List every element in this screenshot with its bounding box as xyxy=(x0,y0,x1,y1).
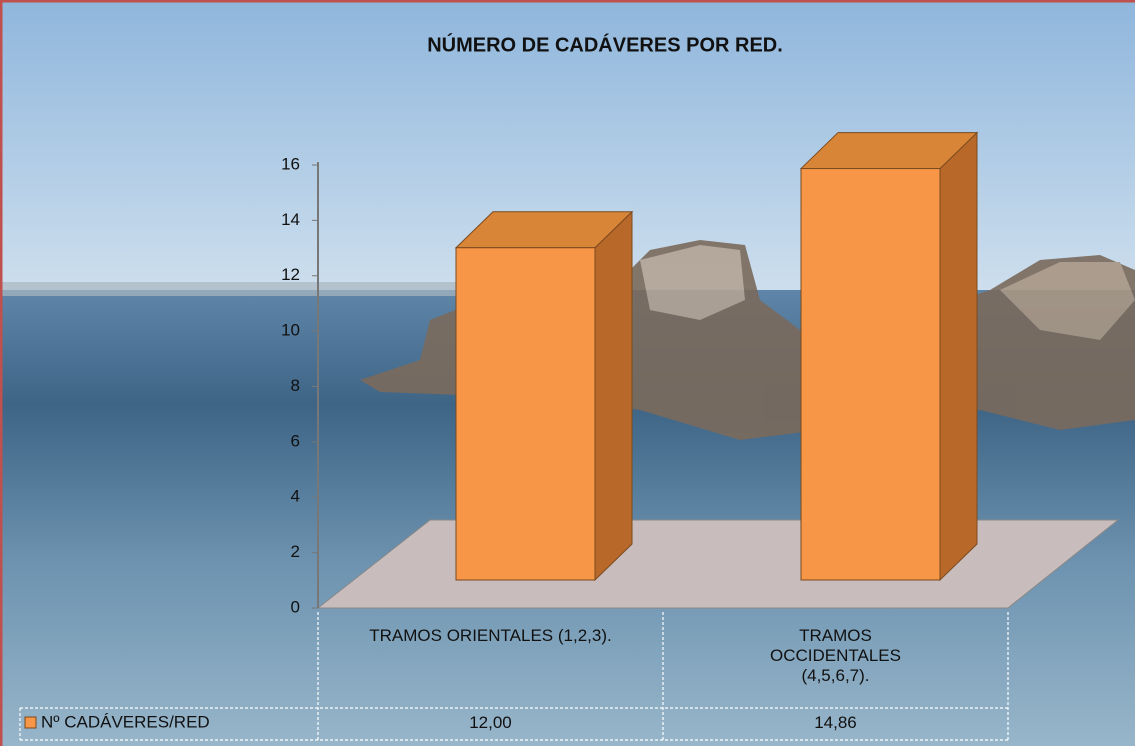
y-tick-label: 10 xyxy=(281,321,300,340)
chart-title: NÚMERO DE CADÁVERES POR RED. xyxy=(427,32,783,56)
bar-side xyxy=(594,210,633,582)
y-tick-label: 8 xyxy=(291,376,300,395)
rock-highlight xyxy=(640,245,745,320)
y-tick-label: 2 xyxy=(291,542,300,561)
y-tick-label: 6 xyxy=(291,431,300,450)
bar xyxy=(455,247,596,581)
bar-side xyxy=(939,131,978,582)
y-tick-label: 14 xyxy=(281,210,300,229)
floor xyxy=(316,519,1120,609)
x-tick-label: TRAMOS ORIENTALES (1,2,3). xyxy=(369,626,612,645)
x-tick-label: TRAMOS OCCIDENTALES (4,5,6,7). xyxy=(770,626,901,685)
legend-key xyxy=(24,716,37,729)
y-tick-label: 16 xyxy=(281,154,300,173)
y-tick-label: 0 xyxy=(291,597,300,616)
y-tick-label: 4 xyxy=(291,487,300,506)
data-table-value: 14,86 xyxy=(814,713,857,732)
data-table-value: 12,00 xyxy=(469,713,512,732)
rock-highlight xyxy=(1000,262,1135,340)
y-tick-label: 12 xyxy=(281,265,300,284)
legend-label: Nº CADÁVERES/RED xyxy=(41,712,210,731)
bar xyxy=(800,168,941,581)
